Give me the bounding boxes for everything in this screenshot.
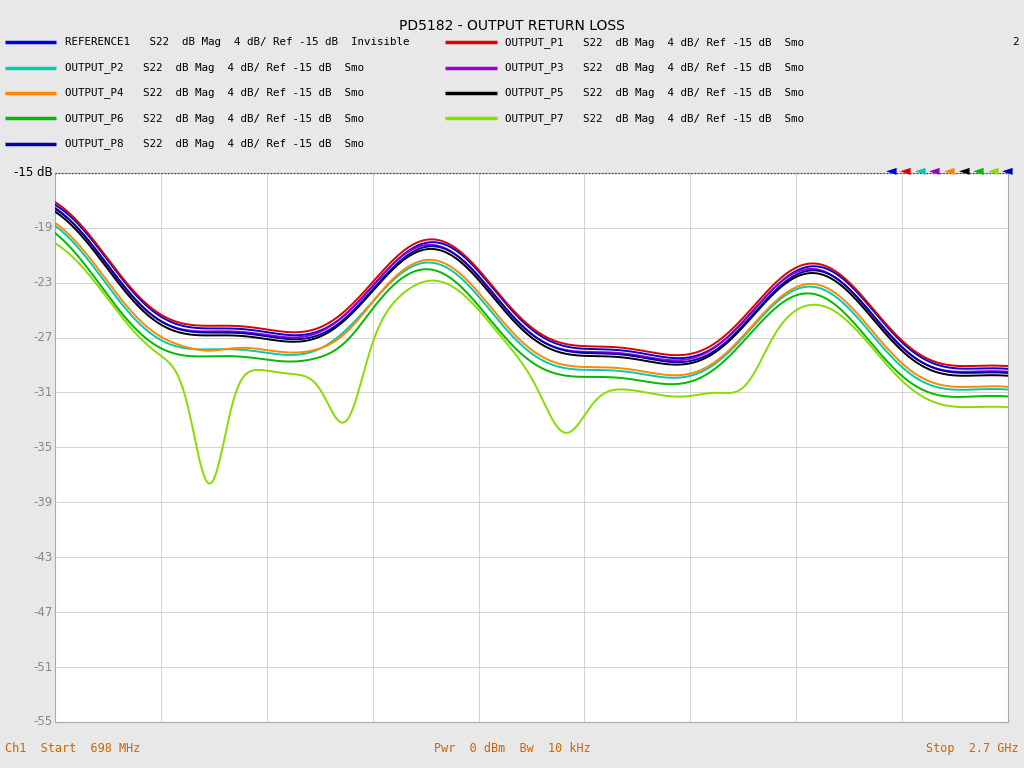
- Text: OUTPUT_P2   S22  dB Mag  4 dB/ Ref -15 dB  Smo: OUTPUT_P2 S22 dB Mag 4 dB/ Ref -15 dB Sm…: [65, 62, 364, 73]
- Text: Stop  2.7 GHz: Stop 2.7 GHz: [927, 743, 1019, 755]
- Text: OUTPUT_P3   S22  dB Mag  4 dB/ Ref -15 dB  Smo: OUTPUT_P3 S22 dB Mag 4 dB/ Ref -15 dB Sm…: [505, 62, 804, 73]
- Text: 2: 2: [1013, 37, 1019, 48]
- Text: ◄: ◄: [1002, 164, 1013, 177]
- Text: -23: -23: [33, 276, 52, 289]
- Text: -55: -55: [34, 716, 52, 728]
- Text: ◄: ◄: [988, 164, 998, 177]
- Text: -27: -27: [33, 331, 52, 344]
- Text: OUTPUT_P4   S22  dB Mag  4 dB/ Ref -15 dB  Smo: OUTPUT_P4 S22 dB Mag 4 dB/ Ref -15 dB Sm…: [65, 88, 364, 98]
- Text: OUTPUT_P7   S22  dB Mag  4 dB/ Ref -15 dB  Smo: OUTPUT_P7 S22 dB Mag 4 dB/ Ref -15 dB Sm…: [505, 113, 804, 124]
- Text: PD5182 - OUTPUT RETURN LOSS: PD5182 - OUTPUT RETURN LOSS: [399, 19, 625, 33]
- Text: ◄: ◄: [958, 164, 969, 177]
- Text: OUTPUT_P6   S22  dB Mag  4 dB/ Ref -15 dB  Smo: OUTPUT_P6 S22 dB Mag 4 dB/ Ref -15 dB Sm…: [65, 113, 364, 124]
- Text: ◄: ◄: [930, 164, 940, 177]
- Text: Ch1  Start  698 MHz: Ch1 Start 698 MHz: [5, 743, 140, 755]
- Text: REFERENCE1   S22  dB Mag  4 dB/ Ref -15 dB  Invisible: REFERENCE1 S22 dB Mag 4 dB/ Ref -15 dB I…: [65, 37, 409, 48]
- Text: -35: -35: [34, 441, 52, 454]
- Text: ◄: ◄: [886, 164, 896, 177]
- Text: -15 dB: -15 dB: [13, 167, 52, 179]
- Text: ◄: ◄: [973, 164, 984, 177]
- Text: OUTPUT_P8   S22  dB Mag  4 dB/ Ref -15 dB  Smo: OUTPUT_P8 S22 dB Mag 4 dB/ Ref -15 dB Sm…: [65, 138, 364, 149]
- Text: -39: -39: [33, 496, 52, 508]
- Text: OUTPUT_P5   S22  dB Mag  4 dB/ Ref -15 dB  Smo: OUTPUT_P5 S22 dB Mag 4 dB/ Ref -15 dB Sm…: [505, 88, 804, 98]
- Text: -31: -31: [33, 386, 52, 399]
- Text: -51: -51: [33, 660, 52, 674]
- Text: -19: -19: [33, 221, 52, 234]
- Text: -43: -43: [33, 551, 52, 564]
- Text: -47: -47: [33, 606, 52, 618]
- Text: ◄: ◄: [914, 164, 926, 177]
- Text: ◄: ◄: [944, 164, 954, 177]
- Text: Pwr  0 dBm  Bw  10 kHz: Pwr 0 dBm Bw 10 kHz: [433, 743, 591, 755]
- Text: ◄: ◄: [900, 164, 910, 177]
- Text: OUTPUT_P1   S22  dB Mag  4 dB/ Ref -15 dB  Smo: OUTPUT_P1 S22 dB Mag 4 dB/ Ref -15 dB Sm…: [505, 37, 804, 48]
